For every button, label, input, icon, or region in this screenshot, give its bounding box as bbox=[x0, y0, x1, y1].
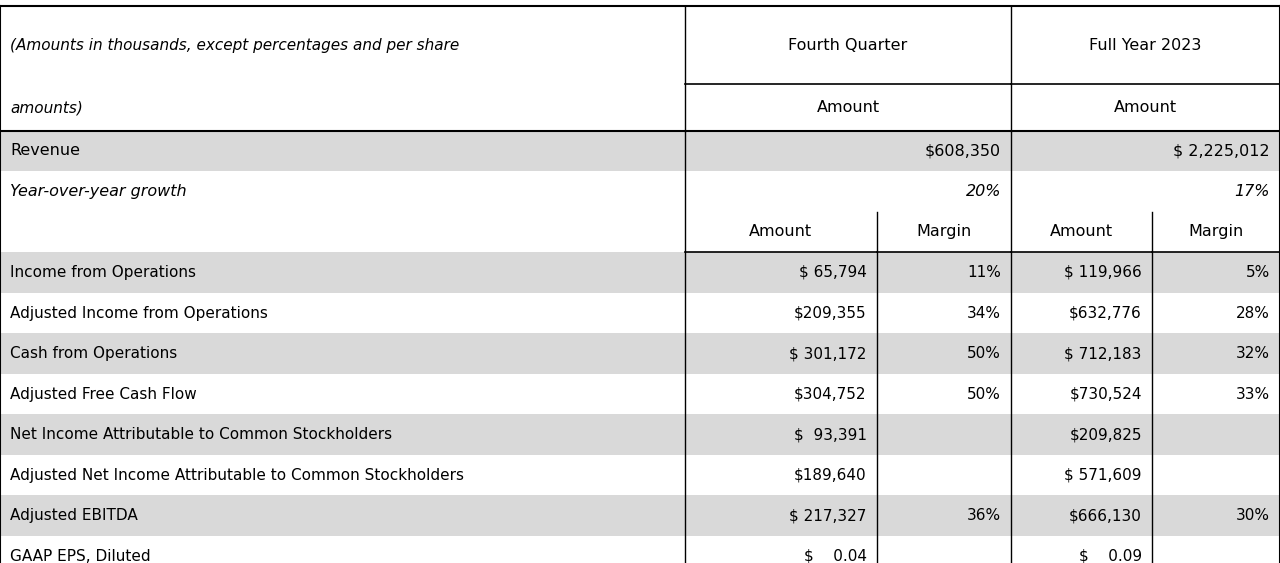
Text: 33%: 33% bbox=[1235, 387, 1270, 401]
Text: Income from Operations: Income from Operations bbox=[10, 265, 196, 280]
Text: (Amounts in thousands, except percentages and per share: (Amounts in thousands, except percentage… bbox=[10, 38, 460, 52]
Text: Cash from Operations: Cash from Operations bbox=[10, 346, 178, 361]
Text: $209,355: $209,355 bbox=[794, 306, 867, 320]
Text: $ 571,609: $ 571,609 bbox=[1064, 468, 1142, 482]
Text: $ 217,327: $ 217,327 bbox=[790, 508, 867, 523]
Text: Net Income Attributable to Common Stockholders: Net Income Attributable to Common Stockh… bbox=[10, 427, 393, 442]
Text: $ 119,966: $ 119,966 bbox=[1064, 265, 1142, 280]
Text: Adjusted Free Cash Flow: Adjusted Free Cash Flow bbox=[10, 387, 197, 401]
Bar bbox=[0, 374, 1280, 414]
Text: GAAP EPS, Diluted: GAAP EPS, Diluted bbox=[10, 549, 151, 563]
Bar bbox=[0, 6, 1280, 131]
Text: $304,752: $304,752 bbox=[794, 387, 867, 401]
Text: Adjusted Income from Operations: Adjusted Income from Operations bbox=[10, 306, 268, 320]
Text: $ 301,172: $ 301,172 bbox=[790, 346, 867, 361]
Text: $ 2,225,012: $ 2,225,012 bbox=[1174, 144, 1270, 158]
Text: 34%: 34% bbox=[966, 306, 1001, 320]
Text: $666,130: $666,130 bbox=[1069, 508, 1142, 523]
Text: 20%: 20% bbox=[965, 184, 1001, 199]
Bar bbox=[0, 536, 1280, 563]
Text: 28%: 28% bbox=[1236, 306, 1270, 320]
Bar bbox=[0, 495, 1280, 536]
Text: Amount: Amount bbox=[1050, 225, 1114, 239]
Text: 30%: 30% bbox=[1235, 508, 1270, 523]
Text: Adjusted Net Income Attributable to Common Stockholders: Adjusted Net Income Attributable to Comm… bbox=[10, 468, 465, 482]
Text: 17%: 17% bbox=[1234, 184, 1270, 199]
Text: $  93,391: $ 93,391 bbox=[794, 427, 867, 442]
Text: $189,640: $189,640 bbox=[794, 468, 867, 482]
Text: Fourth Quarter: Fourth Quarter bbox=[788, 38, 908, 52]
Bar bbox=[0, 293, 1280, 333]
Text: $    0.04: $ 0.04 bbox=[804, 549, 867, 563]
Text: Adjusted EBITDA: Adjusted EBITDA bbox=[10, 508, 138, 523]
Bar bbox=[0, 212, 1280, 252]
Text: $    0.09: $ 0.09 bbox=[1079, 549, 1142, 563]
Text: 36%: 36% bbox=[966, 508, 1001, 523]
Text: Full Year 2023: Full Year 2023 bbox=[1089, 38, 1202, 52]
Text: Amount: Amount bbox=[1114, 100, 1178, 115]
Bar bbox=[0, 455, 1280, 495]
Text: Margin: Margin bbox=[1188, 225, 1244, 239]
Text: $209,825: $209,825 bbox=[1069, 427, 1142, 442]
Text: Year-over-year growth: Year-over-year growth bbox=[10, 184, 187, 199]
Bar bbox=[0, 171, 1280, 212]
Text: 5%: 5% bbox=[1245, 265, 1270, 280]
Text: 32%: 32% bbox=[1235, 346, 1270, 361]
Text: Amount: Amount bbox=[749, 225, 813, 239]
Bar bbox=[0, 84, 1280, 131]
Text: amounts): amounts) bbox=[10, 100, 83, 115]
Bar bbox=[0, 414, 1280, 455]
Bar bbox=[0, 252, 1280, 293]
Text: Margin: Margin bbox=[916, 225, 972, 239]
Text: $608,350: $608,350 bbox=[925, 144, 1001, 158]
Text: Amount: Amount bbox=[817, 100, 879, 115]
Text: 11%: 11% bbox=[968, 265, 1001, 280]
Text: $ 712,183: $ 712,183 bbox=[1065, 346, 1142, 361]
Text: $730,524: $730,524 bbox=[1069, 387, 1142, 401]
Text: Revenue: Revenue bbox=[10, 144, 81, 158]
Bar bbox=[0, 131, 1280, 171]
Text: 50%: 50% bbox=[968, 346, 1001, 361]
Text: $632,776: $632,776 bbox=[1069, 306, 1142, 320]
Text: $ 65,794: $ 65,794 bbox=[799, 265, 867, 280]
Text: 50%: 50% bbox=[968, 387, 1001, 401]
Bar bbox=[0, 333, 1280, 374]
